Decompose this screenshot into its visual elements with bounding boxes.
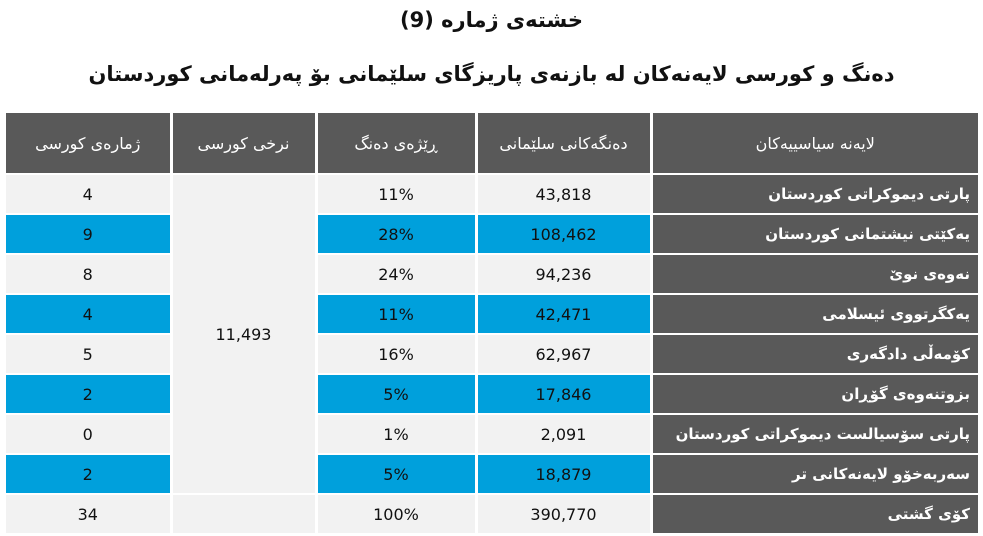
header-row: ژمارەی کورسی نرخی کورسی ڕێژەی دەنگ دەنگە…	[6, 113, 978, 174]
votes-cell: 43,818	[476, 173, 653, 214]
percent-cell: 28%	[316, 213, 478, 254]
party-cell: نەوەی نوێ	[651, 253, 978, 294]
percent-cell: 11%	[316, 293, 478, 334]
total-percent-cell: 100%	[316, 493, 478, 533]
table-row: 9 28% 108,462 یەکێتی نیشتمانی کوردستان	[6, 213, 978, 254]
votes-cell: 17,846	[476, 373, 653, 414]
table-row: 8 24% 94,236 نەوەی نوێ	[6, 253, 978, 294]
table-title: خشتەی ژمارە (9)	[400, 8, 583, 32]
party-cell: پارتی دیموکراتی کوردستان	[651, 173, 978, 214]
seats-cell: 4	[6, 173, 173, 214]
seats-cell: 9	[6, 213, 173, 254]
table-row: 4 11,493 11% 43,818 پارتی دیموکراتی کورد…	[6, 173, 978, 494]
table-row: 5 16% 62,967 کۆمەڵی دادگەری	[6, 333, 978, 374]
header-seats: ژمارەی کورسی	[6, 113, 173, 174]
percent-cell: 11%	[316, 173, 478, 214]
total-label-cell: کۆی گشتی	[651, 493, 978, 533]
votes-cell: 62,967	[476, 333, 653, 374]
percent-cell: 5%	[316, 453, 478, 494]
table-row: 4 11% 42,471 یەکگرتووی ئیسلامی	[6, 293, 978, 334]
percent-cell: 16%	[316, 333, 478, 374]
percent-cell: 24%	[316, 253, 478, 294]
percent-cell: 5%	[316, 373, 478, 414]
votes-cell: 18,879	[476, 453, 653, 494]
seats-cell: 2	[6, 373, 173, 414]
seats-cell: 5	[6, 333, 173, 374]
party-cell: بزوتنەوەی گۆڕان	[651, 373, 978, 414]
party-cell: پارتی سۆسیالست دیموکراتی کوردستان	[651, 413, 978, 454]
total-votes-cell: 390,770	[476, 493, 653, 533]
votes-cell: 94,236	[476, 253, 653, 294]
header-votes: دەنگەکانی سلێمانی	[476, 113, 653, 174]
votes-cell: 108,462	[476, 213, 653, 254]
total-seats-cell: 34	[6, 493, 173, 533]
seats-cell: 2	[6, 453, 173, 494]
party-cell: کۆمەڵی دادگەری	[651, 333, 978, 374]
seats-cell: 0	[6, 413, 173, 454]
seats-cell: 4	[6, 293, 173, 334]
header-percent: ڕێژەی دەنگ	[316, 113, 478, 174]
table-row: 2 5% 17,846 بزوتنەوەی گۆڕان	[6, 373, 978, 414]
quota-cell: 11,493	[171, 173, 318, 494]
results-table: ژمارەی کورسی نرخی کورسی ڕێژەی دەنگ دەنگە…	[6, 113, 978, 533]
header-party: لایەنە سیاسییەکان	[651, 113, 978, 174]
table-row: 2 5% 18,879 سەربەخۆو لایەنەکانی تر	[6, 453, 978, 494]
table-subtitle: دەنگ و کورسی لایەنەکان لە بازنەی پاریزگا…	[88, 62, 895, 86]
header-quota: نرخی کورسی	[171, 113, 318, 174]
votes-cell: 2,091	[476, 413, 653, 454]
table-row: 0 1% 2,091 پارتی سۆسیالست دیموکراتی کورد…	[6, 413, 978, 454]
votes-cell: 42,471	[476, 293, 653, 334]
total-quota-cell	[171, 493, 318, 533]
party-cell: سەربەخۆو لایەنەکانی تر	[651, 453, 978, 494]
party-cell: یەکگرتووی ئیسلامی	[651, 293, 978, 334]
seats-cell: 8	[6, 253, 173, 294]
percent-cell: 1%	[316, 413, 478, 454]
total-row: 34 100% 390,770 کۆی گشتی	[6, 493, 978, 533]
party-cell: یەکێتی نیشتمانی کوردستان	[651, 213, 978, 254]
